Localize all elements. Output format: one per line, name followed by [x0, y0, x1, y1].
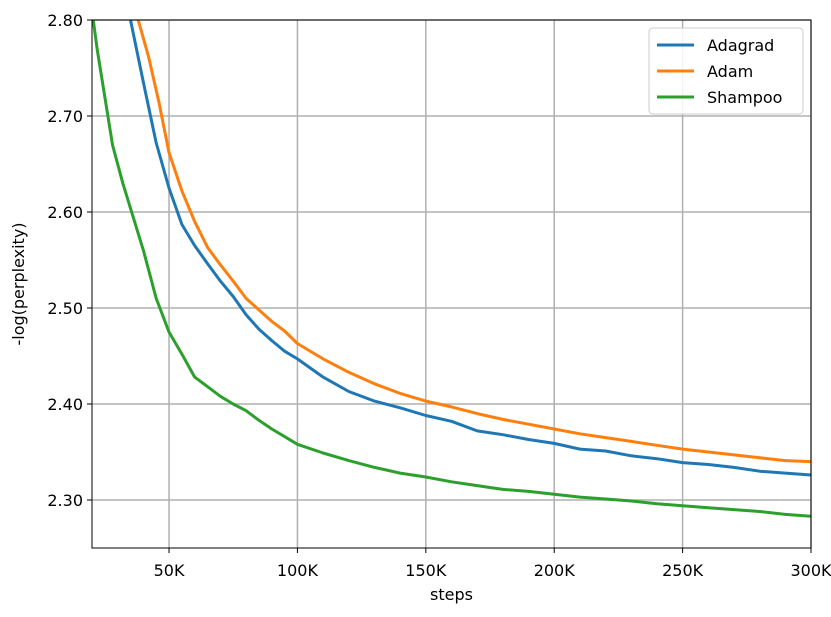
- series-line-adam: [136, 20, 811, 464]
- plot-frame: [91, 19, 812, 549]
- legend-label-adam: Adam: [707, 62, 753, 81]
- y-tick-label: 2.60: [47, 203, 83, 222]
- x-tick-label: 50K: [154, 561, 185, 580]
- legend-box: [648, 27, 804, 115]
- series-line-shampoo: [92, 20, 811, 518]
- x-tick-label: 250K: [662, 561, 704, 580]
- x-tick-label: 300K: [790, 561, 831, 580]
- legend: Adagrad Adam Shampoo: [648, 27, 804, 115]
- grid: [92, 19, 812, 548]
- legend-label-adagrad: Adagrad: [707, 36, 774, 55]
- x-axis: 50K 100K 150K 200K 250K 300K: [154, 548, 831, 580]
- series-line-adagrad: [129, 20, 811, 477]
- y-tick-label: 2.70: [47, 107, 83, 126]
- y-tick-label: 2.50: [47, 299, 83, 318]
- y-tick-label: 2.40: [47, 395, 83, 414]
- x-tick-label: 200K: [534, 561, 576, 580]
- x-tick-label: 150K: [405, 561, 447, 580]
- series-layer: [92, 20, 811, 518]
- y-tick-label: 2.80: [47, 11, 83, 30]
- x-tick-label: 100K: [277, 561, 319, 580]
- y-axis-label: -log(perplexity): [9, 222, 28, 345]
- x-axis-label: steps: [430, 585, 473, 604]
- y-axis: 2.30 2.40 2.50 2.60 2.70 2.80: [47, 11, 92, 510]
- y-tick-label: 2.30: [47, 491, 83, 510]
- legend-label-shampoo: Shampoo: [707, 88, 782, 107]
